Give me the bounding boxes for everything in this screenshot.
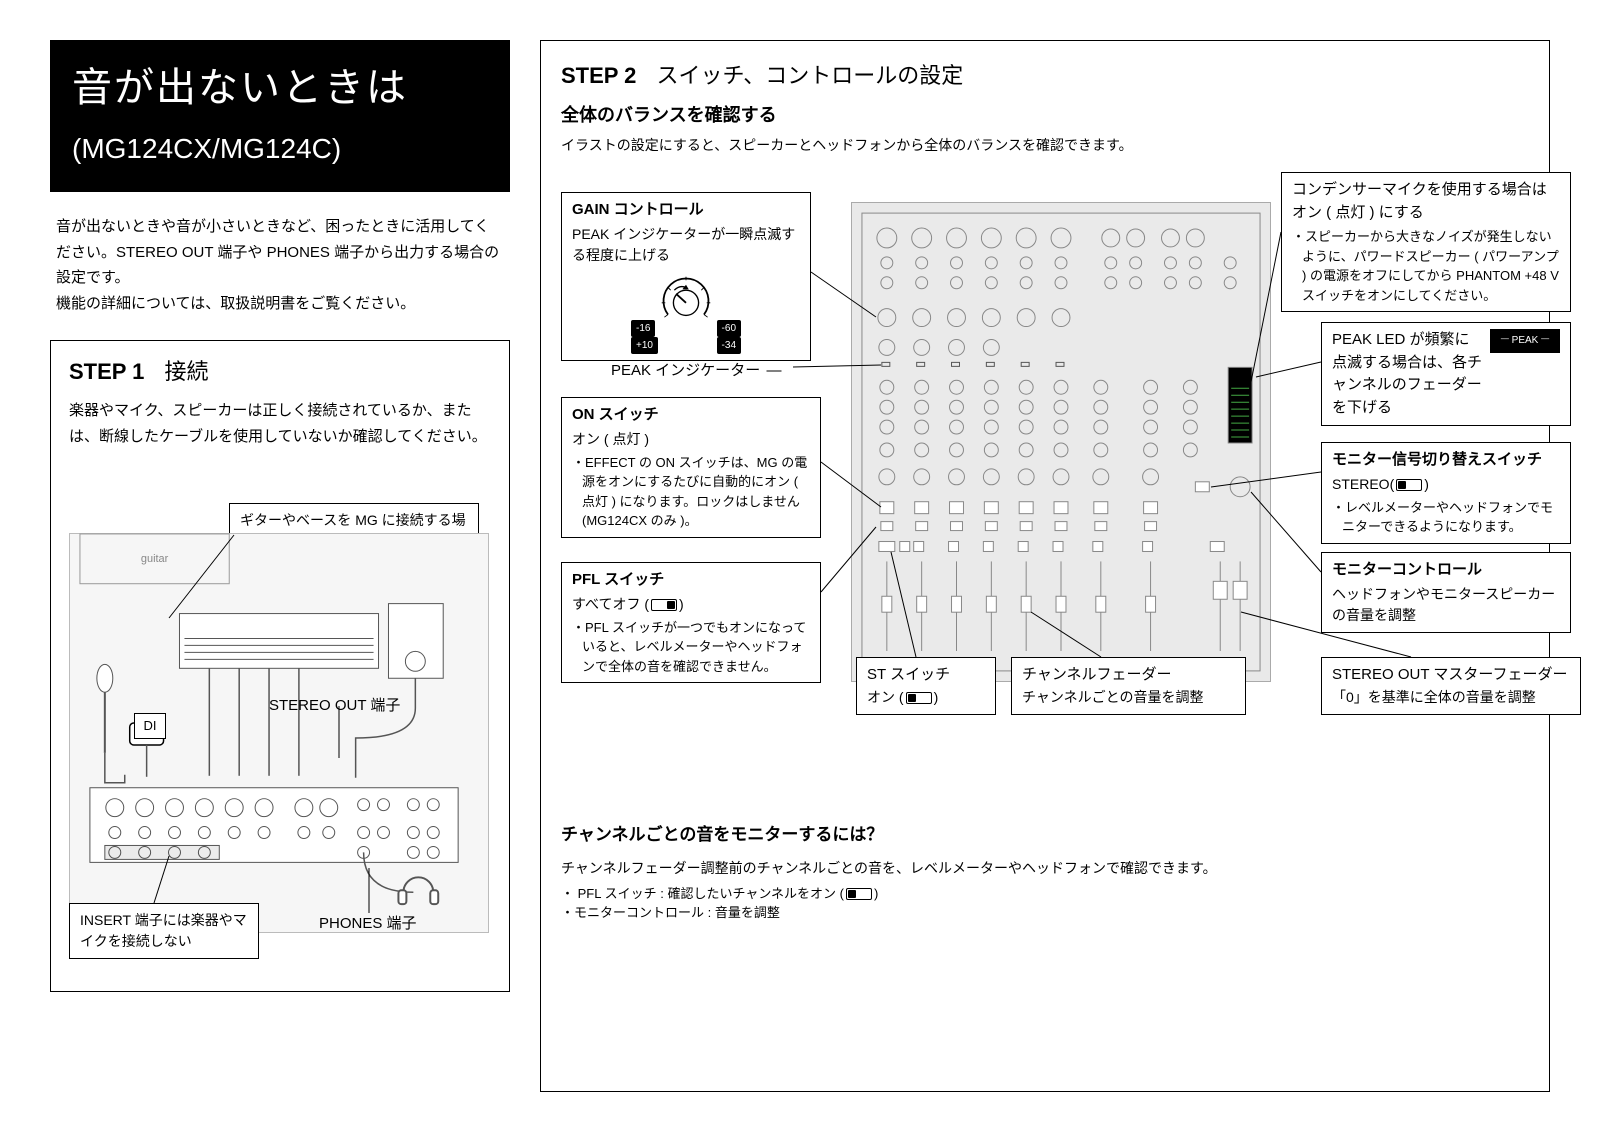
- peak-indicator-text: PEAK インジケーター: [611, 362, 760, 379]
- ch-fader-title: チャンネルフェーダー: [1022, 664, 1235, 687]
- step1-diagram: ギターやベースを MG に接続する場合は、DI などを接続する guitar: [69, 463, 491, 973]
- monitor-sub-after: ): [1424, 476, 1429, 492]
- peak-led-icon: — PEAK —: [1490, 329, 1560, 353]
- pfl-title: PFL スイッチ: [572, 569, 810, 592]
- monitor-section-line1: PFL スイッチ : 確認したいチャンネルをオン (): [561, 884, 1529, 904]
- peak-led-label: PEAK: [1512, 335, 1539, 346]
- callout-pfl: PFL スイッチ すべてオフ () PFL スイッチが一つでもオンになっていると…: [561, 562, 821, 683]
- switch-left-icon: [1396, 479, 1422, 491]
- knob-right-bot: -34: [717, 337, 741, 354]
- callout-on-switch: ON スイッチ オン ( 点灯 ) EFFECT の ON スイッチは、MG の…: [561, 397, 821, 538]
- on-sub: オン ( 点灯 ): [572, 429, 810, 450]
- step1-body: 楽器やマイク、スピーカーは正しく接続されているか、または、断線したケーブルを使用…: [69, 398, 491, 449]
- monitor-section-heading: チャンネルごとの音をモニターするには？: [561, 822, 1529, 848]
- step2-heading: STEP 2 スイッチ、コントロールの設定: [561, 59, 1529, 92]
- step2-label: STEP 2: [561, 63, 636, 88]
- page: 音が出ないときは (MG124CX/MG124C) 音が出ないときや音が小さいと…: [50, 40, 1550, 1092]
- monitor-switch-note1: レベルメーターやヘッドフォンでモニターできるようになります。: [1332, 498, 1560, 537]
- st-title: ST スイッチ: [867, 664, 985, 687]
- st-sub-before: オン (: [867, 689, 904, 705]
- callout-monitor-ctrl: モニターコントロール ヘッドフォンやモニタースピーカーの音量を調整: [1321, 552, 1571, 633]
- step1-label: STEP 1: [69, 359, 144, 384]
- monitor-ctrl-title: モニターコントロール: [1332, 559, 1560, 582]
- monitor-switch-title: モニター信号切り替えスイッチ: [1332, 449, 1560, 472]
- gain-title: GAIN コントロール: [572, 199, 800, 222]
- mixer-svg: [852, 202, 1270, 682]
- monitor-line1-after: ): [874, 886, 878, 901]
- pfl-sub-after: ): [679, 596, 684, 612]
- knob-labels-bot: +10 -34: [631, 337, 741, 354]
- monitor-sub-before: STEREO(: [1332, 476, 1394, 492]
- title-sub: (MG124CX/MG124C): [72, 128, 488, 170]
- st-sub-after: ): [934, 689, 939, 705]
- monitor-section: チャンネルごとの音をモニターするには？ チャンネルフェーダー調整前のチャンネルご…: [561, 822, 1529, 923]
- intro-text: 音が出ないときや音が小さいときなど、困ったときに活用してください。STEREO …: [50, 214, 510, 316]
- callout-master-fader: STEREO OUT マスターフェーダー 「0」を基準に全体の音量を調整: [1321, 657, 1581, 715]
- gain-knob-diagram: -16 -60 +10 -34: [626, 274, 746, 354]
- knob-left-bot: +10: [631, 337, 658, 354]
- monitor-section-body: チャンネルフェーダー調整前のチャンネルごとの音を、レベルメーターやヘッドフォンで…: [561, 856, 1529, 923]
- title-main: 音が出ないときは: [72, 58, 488, 118]
- step1-title: 接続: [165, 359, 209, 384]
- peak-indicator-label: PEAK インジケーター —: [611, 360, 780, 383]
- monitor-ctrl-body: ヘッドフォンやモニタースピーカーの音量を調整: [1332, 584, 1560, 626]
- mixer-illustration: [851, 202, 1271, 682]
- monitor-section-line2: モニターコントロール : 音量を調整: [561, 903, 1529, 923]
- switch-on-icon-2: [846, 888, 872, 900]
- phantom-title: コンデンサーマイクを使用する場合はオン ( 点灯 ) にする: [1292, 179, 1560, 224]
- callout-monitor-switch: モニター信号切り替えスイッチ STEREO() レベルメーターやヘッドフォンでモ…: [1321, 442, 1571, 544]
- pfl-note1: PFL スイッチが一つでもオンになっていると、レベルメーターやヘッドフォンで全体…: [572, 618, 810, 677]
- on-notes: EFFECT の ON スイッチは、MG の電源をオンにするたびに自動的にオン …: [572, 453, 810, 531]
- callout-insert-text: INSERT 端子には楽器やマイクを接続しない: [80, 912, 247, 949]
- callout-gain: GAIN コントロール PEAK インジケーターが一瞬点滅する程度に上げる: [561, 192, 811, 361]
- connection-diagram-image: guitar: [69, 533, 489, 933]
- peak-led-body: PEAK LED が頻繁に点滅する場合は、各チャンネルのフェーダーを下げる: [1332, 329, 1482, 419]
- step2-desc: イラストの設定にすると、スピーカーとヘッドフォンから全体のバランスを確認できます…: [561, 135, 1529, 156]
- switch-off-icon: [651, 599, 677, 611]
- on-title: ON スイッチ: [572, 404, 810, 427]
- callout-peak-led: PEAK LED が頻繁に点滅する場合は、各チャンネルのフェーダーを下げる — …: [1321, 322, 1571, 426]
- ch-fader-body: チャンネルごとの音量を調整: [1022, 687, 1235, 708]
- pfl-sub: すべてオフ (): [572, 594, 810, 615]
- step2-subhead: 全体のバランスを確認する: [561, 102, 1529, 129]
- on-note1: EFFECT の ON スイッチは、MG の電源をオンにするたびに自動的にオン …: [572, 453, 810, 531]
- master-fader-body: 「0」を基準に全体の音量を調整: [1332, 687, 1570, 708]
- stereo-out-label: STEREO OUT 端子: [269, 695, 400, 718]
- phones-label: PHONES 端子: [319, 913, 417, 936]
- left-column: 音が出ないときは (MG124CX/MG124C) 音が出ないときや音が小さいと…: [50, 40, 510, 1092]
- st-sub: オン (): [867, 687, 985, 708]
- knob-right-top: -60: [717, 320, 741, 337]
- pfl-notes: PFL スイッチが一つでもオンになっていると、レベルメーターやヘッドフォンで全体…: [572, 618, 810, 677]
- pfl-sub-before: すべてオフ (: [572, 596, 649, 612]
- monitor-line1-before: PFL スイッチ : 確認したいチャンネルをオン (: [578, 886, 844, 901]
- di-label: DI: [134, 713, 166, 739]
- callout-phantom: コンデンサーマイクを使用する場合はオン ( 点灯 ) にする スピーカーから大き…: [1281, 172, 1571, 312]
- step1-box: STEP 1 接続 楽器やマイク、スピーカーは正しく接続されているか、または、断…: [50, 340, 510, 992]
- step2-diagram: GAIN コントロール PEAK インジケーターが一瞬点滅する程度に上げる: [561, 172, 1529, 792]
- title-block: 音が出ないときは (MG124CX/MG124C): [50, 40, 510, 192]
- monitor-section-list: PFL スイッチ : 確認したいチャンネルをオン () モニターコントロール :…: [561, 884, 1529, 923]
- phantom-note1: スピーカーから大きなノイズが発生しないように、パワードスピーカー ( パワーアン…: [1292, 227, 1560, 305]
- monitor-section-desc: チャンネルフェーダー調整前のチャンネルごとの音を、レベルメーターやヘッドフォンで…: [561, 856, 1529, 881]
- phantom-notes: スピーカーから大きなノイズが発生しないように、パワードスピーカー ( パワーアン…: [1292, 227, 1560, 305]
- gain-body: PEAK インジケーターが一瞬点滅する程度に上げる: [572, 224, 800, 266]
- connection-svg: guitar: [70, 533, 488, 933]
- step1-heading: STEP 1 接続: [69, 355, 491, 388]
- monitor-switch-notes: レベルメーターやヘッドフォンでモニターできるようになります。: [1332, 498, 1560, 537]
- svg-text:guitar: guitar: [141, 553, 169, 565]
- knob-labels-top: -16 -60: [631, 320, 741, 337]
- callout-insert: INSERT 端子には楽器やマイクを接続しない: [69, 903, 259, 959]
- callout-ch-fader: チャンネルフェーダー チャンネルごとの音量を調整: [1011, 657, 1246, 715]
- monitor-switch-sub: STEREO(): [1332, 474, 1560, 495]
- step2-title: スイッチ、コントロールの設定: [657, 63, 964, 88]
- callout-st-switch: ST スイッチ オン (): [856, 657, 996, 715]
- step2-box: STEP 2 スイッチ、コントロールの設定 全体のバランスを確認する イラストの…: [540, 40, 1550, 1092]
- master-fader-title: STEREO OUT マスターフェーダー: [1332, 664, 1570, 687]
- switch-on-icon: [906, 692, 932, 704]
- knob-left-top: -16: [631, 320, 655, 337]
